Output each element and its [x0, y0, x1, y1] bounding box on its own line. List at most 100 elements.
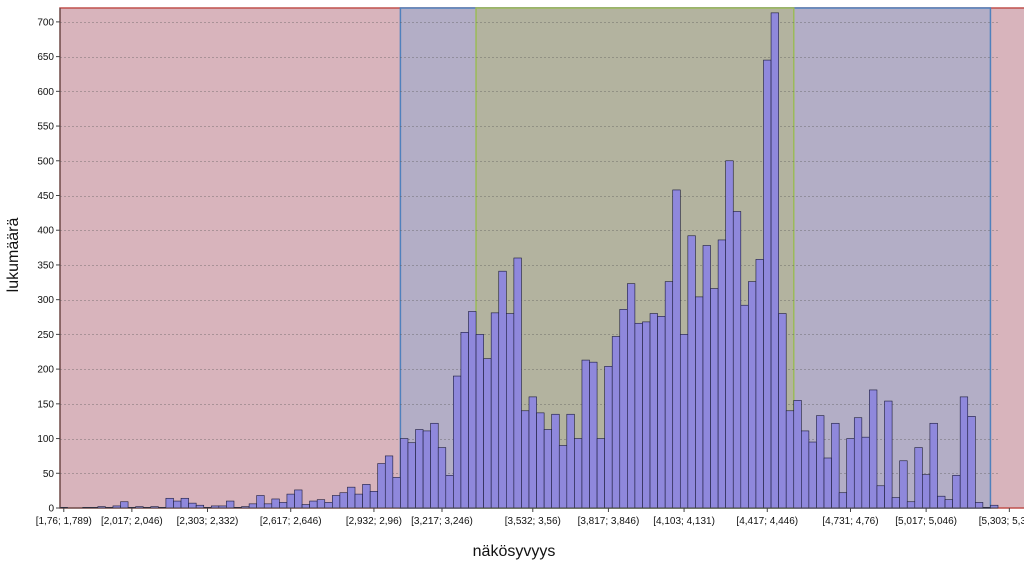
bar-82 [679, 334, 689, 509]
bar-121 [975, 502, 984, 509]
bar-101 [823, 457, 832, 509]
bar-39 [354, 493, 363, 509]
bar-53 [460, 332, 469, 509]
bar-16 [180, 497, 189, 509]
y-axis-title: lukumäärä [5, 218, 22, 293]
y-tick-label-100: 100 [37, 434, 54, 445]
bar-41 [369, 491, 379, 509]
x-tick-labels: [1,76; 1,789) [2,017; 2,046) [2,303; 2,332… [36, 508, 1024, 527]
bar-38 [347, 486, 356, 509]
x-axis-title: näkösyvyys [473, 543, 556, 560]
y-tick-label-450: 450 [37, 191, 54, 202]
bar-109 [884, 400, 893, 509]
histogram-bars [59, 12, 999, 509]
bar-115 [929, 422, 938, 509]
bar-55 [475, 334, 484, 509]
x-tick-label-1: [2,017; 2,046) [101, 516, 163, 527]
y-tick-labels: 0 50 100 150 200 250 300 350 400 450 500 550 600 650 7… [37, 17, 60, 515]
bar-17 [188, 502, 197, 509]
y-tick-label-400: 400 [37, 226, 54, 237]
bar-100 [816, 415, 825, 509]
bar-8 [120, 501, 129, 509]
bar-118 [952, 475, 961, 509]
bar-40 [362, 484, 371, 509]
bar-57 [490, 312, 500, 509]
bar-102 [831, 422, 840, 509]
bar-48 [422, 430, 431, 509]
bar-73 [611, 336, 621, 509]
bar-52 [453, 375, 462, 509]
bar-35 [324, 502, 333, 509]
bar-105 [853, 417, 863, 509]
bar-42 [377, 463, 386, 509]
bar-95 [778, 313, 787, 509]
y-tick-label-650: 650 [37, 52, 54, 63]
x-tick-label-3: [2,617; 2,646) [260, 516, 322, 527]
bar-28 [271, 498, 280, 509]
bar-87 [717, 239, 726, 509]
bar-111 [899, 460, 908, 509]
x-tick-label-2: [2,303; 2,332) [177, 516, 239, 527]
bar-50 [437, 447, 447, 509]
bar-32 [301, 504, 310, 509]
x-tick-label-5: [3,217; 3,246) [411, 516, 473, 527]
x-tick-label-6: [3,532; 3,56) [505, 516, 561, 527]
bar-29 [279, 502, 288, 509]
bar-51 [445, 475, 454, 509]
bar-93 [763, 59, 772, 509]
bar-114 [922, 474, 931, 509]
bar-96 [785, 410, 795, 509]
bar-47 [415, 429, 424, 509]
y-tick-label-350: 350 [37, 260, 54, 271]
bar-80 [664, 281, 674, 509]
bar-63 [536, 412, 545, 509]
bar-81 [672, 189, 681, 509]
bar-27 [263, 503, 273, 509]
bar-62 [528, 396, 537, 509]
bar-26 [256, 495, 265, 509]
bar-104 [846, 438, 855, 509]
bar-99 [808, 441, 817, 509]
bar-14 [165, 497, 174, 509]
bar-77 [642, 321, 651, 509]
x-tick-label-7: [3,817; 3,846) [578, 516, 640, 527]
y-tick-label-700: 700 [37, 17, 54, 28]
bar-64 [543, 429, 552, 509]
bar-49 [430, 422, 439, 509]
bar-94 [770, 12, 779, 509]
bar-84 [695, 296, 704, 509]
y-tick-label-550: 550 [37, 122, 54, 133]
bar-88 [725, 160, 734, 509]
bar-103 [838, 492, 848, 509]
y-tick-label-0: 0 [48, 504, 54, 515]
bar-108 [876, 485, 885, 509]
bar-79 [657, 316, 666, 509]
bar-119 [959, 396, 969, 509]
bar-89 [732, 211, 742, 509]
bar-22 [226, 500, 235, 509]
bar-71 [596, 438, 605, 509]
bar-90 [740, 304, 749, 509]
bar-44 [392, 477, 401, 509]
bar-76 [634, 322, 643, 509]
bar-54 [468, 311, 477, 509]
bar-67 [566, 413, 575, 509]
x-tick-label-10: [4,731; 4,76) [822, 516, 878, 527]
bar-85 [702, 245, 711, 509]
bar-117 [944, 499, 953, 509]
bar-25 [248, 503, 257, 509]
y-tick-label-500: 500 [37, 156, 54, 167]
x-tick-label-4: [2,932; 2,96) [346, 516, 402, 527]
bar-116 [937, 495, 946, 509]
bar-30 [286, 493, 295, 509]
y-tick-label-200: 200 [37, 365, 54, 376]
bar-37 [339, 492, 348, 509]
x-tick-label-11: [5,017; 5,046) [895, 516, 957, 527]
bar-33 [309, 500, 318, 509]
bar-74 [619, 309, 628, 509]
y-tick-label-300: 300 [37, 295, 54, 306]
bar-91 [748, 281, 757, 509]
bar-31 [294, 489, 303, 509]
